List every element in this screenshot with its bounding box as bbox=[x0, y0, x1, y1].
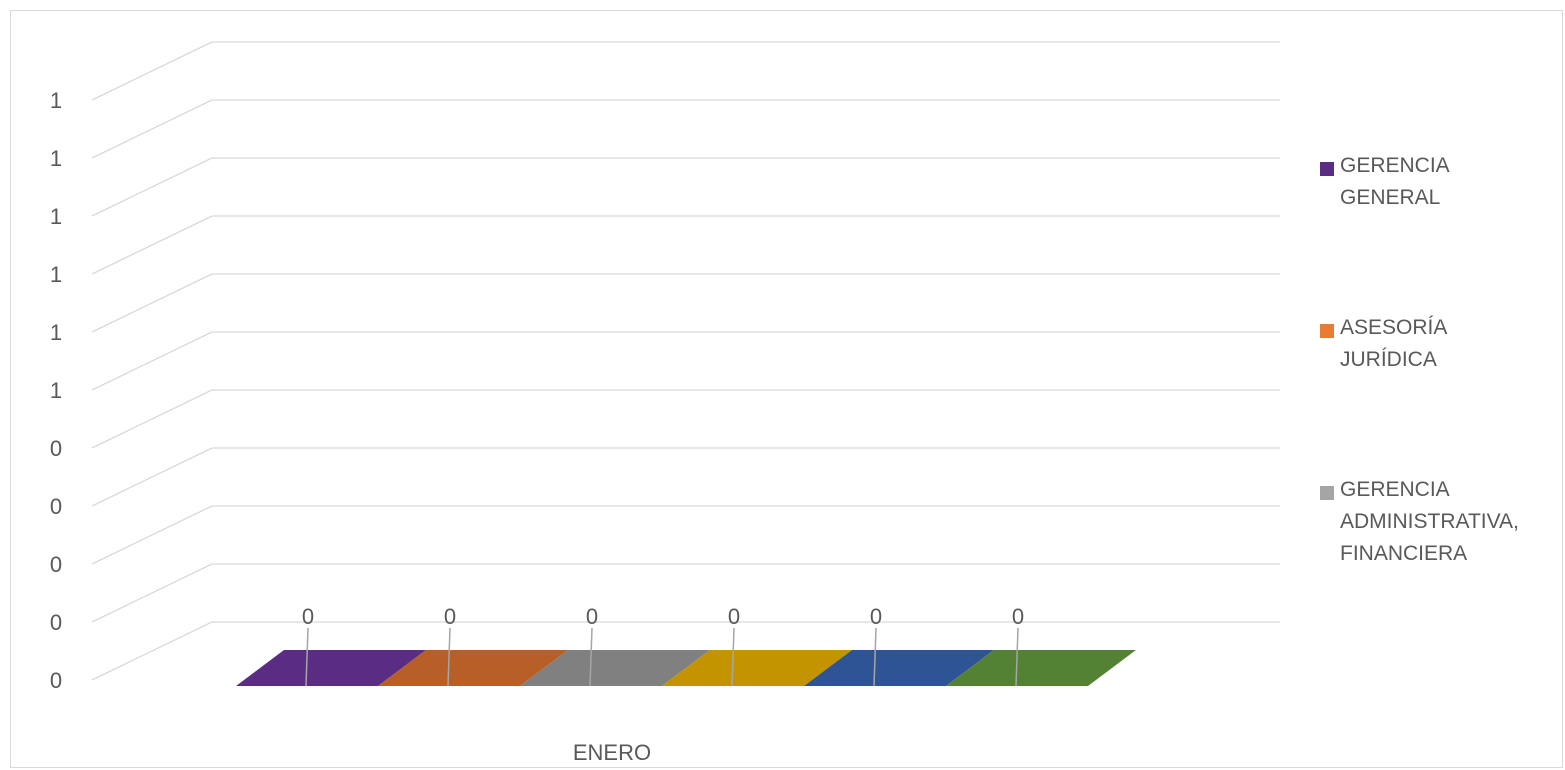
y-tick-label: 1 bbox=[50, 262, 62, 287]
chart-frame bbox=[10, 10, 1563, 768]
legend-swatch bbox=[1320, 162, 1334, 176]
data-label-leader bbox=[589, 627, 593, 687]
y-tick-label: 1 bbox=[50, 320, 62, 345]
data-label-leader bbox=[731, 627, 735, 687]
y-tick-label: 1 bbox=[50, 378, 62, 403]
legend-label-line: FINANCIERA bbox=[1340, 542, 1468, 565]
gridline-side bbox=[91, 621, 213, 681]
legend-label-line: JURÍDICA bbox=[1340, 348, 1437, 371]
gridline-side bbox=[91, 331, 213, 391]
y-tick-label: 0 bbox=[50, 552, 62, 577]
data-label-leader bbox=[447, 627, 451, 687]
bar-series-0 bbox=[236, 650, 426, 686]
gridline-side bbox=[91, 389, 213, 449]
legend-label-line: GERENCIA bbox=[1340, 154, 1450, 177]
gridline-side bbox=[91, 447, 213, 507]
legend-label-line: ADMINISTRATIVA, bbox=[1340, 510, 1519, 533]
gridline-side bbox=[91, 273, 213, 333]
bar-series-2 bbox=[520, 650, 710, 686]
data-label: 0 bbox=[586, 604, 598, 629]
data-label-leader bbox=[873, 627, 877, 687]
y-tick-label: 0 bbox=[50, 668, 62, 693]
bar-series-5 bbox=[946, 650, 1136, 686]
y-tick-label: 1 bbox=[50, 88, 62, 113]
gridline-side bbox=[91, 215, 213, 275]
x-category-label: ENERO bbox=[573, 740, 651, 765]
data-label: 0 bbox=[1012, 604, 1024, 629]
bar-series-4 bbox=[804, 650, 994, 686]
y-tick-label: 1 bbox=[50, 204, 62, 229]
bar-series-3 bbox=[662, 650, 852, 686]
data-label-leader bbox=[305, 627, 309, 687]
y-tick-label: 1 bbox=[50, 146, 62, 171]
bar-series-1 bbox=[378, 650, 568, 686]
data-label: 0 bbox=[444, 604, 456, 629]
data-label-leader bbox=[1015, 627, 1019, 687]
y-tick-label: 0 bbox=[50, 610, 62, 635]
legend-swatch bbox=[1320, 324, 1334, 338]
y-tick-label: 0 bbox=[50, 494, 62, 519]
legend-swatch bbox=[1320, 486, 1334, 500]
y-tick-label: 0 bbox=[50, 436, 62, 461]
data-label: 0 bbox=[870, 604, 882, 629]
gridline-side bbox=[91, 99, 213, 159]
gridline-side bbox=[91, 563, 213, 623]
legend-label-line: ASESORÍA bbox=[1340, 316, 1448, 339]
legend-label-line: GENERAL bbox=[1340, 186, 1441, 209]
data-label: 0 bbox=[302, 604, 314, 629]
gridline-side bbox=[91, 157, 213, 217]
gridline-side bbox=[91, 505, 213, 565]
legend-label-line: GERENCIA bbox=[1340, 478, 1450, 501]
data-label: 0 bbox=[728, 604, 740, 629]
gridline-side bbox=[91, 41, 213, 101]
